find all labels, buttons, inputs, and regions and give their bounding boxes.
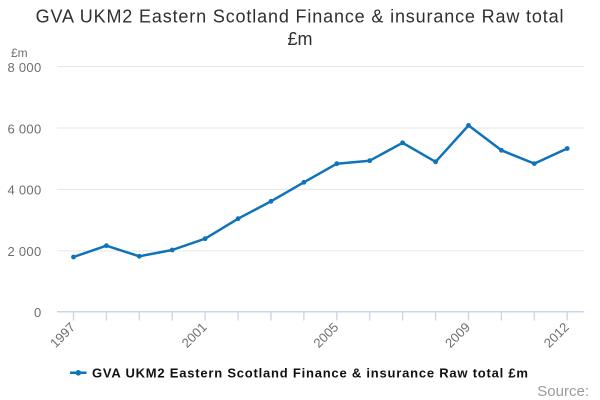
svg-text:GVA UKM2 Eastern Scotland Fina: GVA UKM2 Eastern Scotland Finance & insu…	[36, 7, 565, 27]
svg-text:4 000: 4 000	[7, 183, 41, 198]
svg-text:Source:: Source:	[537, 383, 589, 400]
svg-text:8 000: 8 000	[7, 60, 41, 75]
svg-text:6 000: 6 000	[7, 121, 41, 136]
svg-text:0: 0	[34, 305, 42, 320]
svg-text:£m: £m	[287, 29, 312, 49]
svg-text:GVA UKM2 Eastern Scotland Fina: GVA UKM2 Eastern Scotland Finance & insu…	[92, 366, 529, 381]
svg-text:2 000: 2 000	[7, 244, 41, 259]
svg-text:£m: £m	[11, 46, 28, 60]
